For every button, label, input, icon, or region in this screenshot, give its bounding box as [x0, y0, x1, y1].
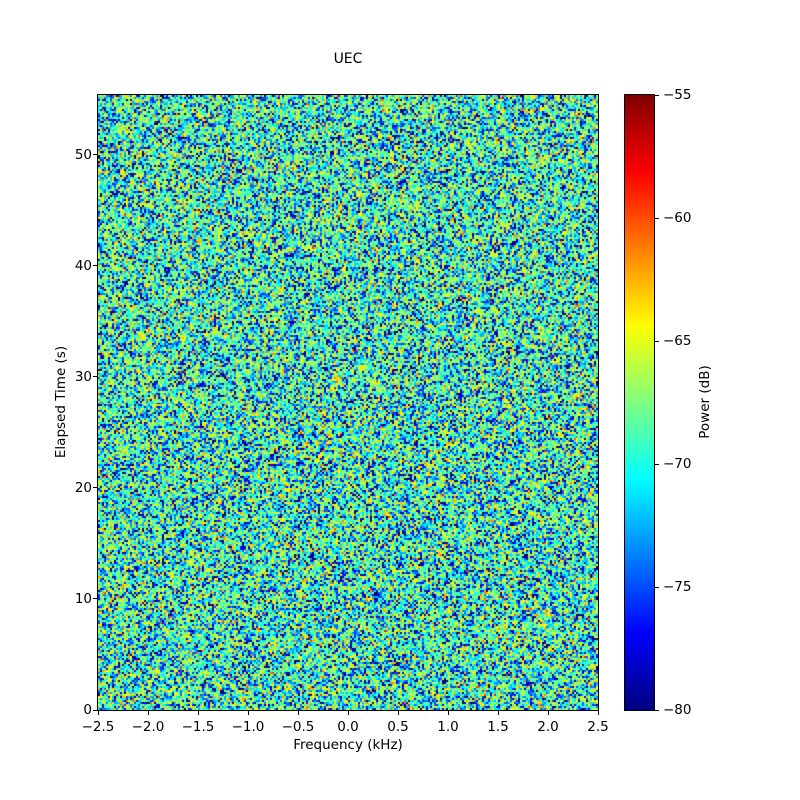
x-tick-mark — [147, 711, 149, 715]
x-tick-label: 0.0 — [337, 719, 359, 735]
x-tick-mark — [497, 711, 499, 715]
x-tick-label: 2.0 — [537, 719, 559, 735]
x-tick-mark — [547, 711, 549, 715]
y-tick-label: 20 — [74, 479, 92, 496]
y-tick-mark — [93, 709, 97, 711]
x-tick-mark — [297, 711, 299, 715]
y-tick-mark — [93, 154, 97, 156]
x-axis-label: Frequency (kHz) — [293, 737, 403, 753]
x-tick-label: −1.0 — [231, 719, 265, 735]
colorbar-tick-mark — [655, 217, 659, 219]
colorbar-tick-label: −75 — [663, 579, 692, 595]
y-tick-label: 0 — [83, 702, 92, 718]
chart-title: UEC — [333, 51, 363, 67]
x-tick-mark — [597, 711, 599, 715]
y-tick-label: 50 — [74, 146, 92, 163]
x-tick-mark — [347, 711, 349, 715]
colorbar-tick-label: −65 — [663, 333, 692, 349]
y-tick-label: 30 — [74, 368, 92, 385]
colorbar-tick-mark — [655, 463, 659, 465]
x-tick-label: −2.0 — [131, 719, 165, 735]
colorbar-tick-mark — [655, 94, 659, 96]
colorbar-tick-mark — [655, 709, 659, 711]
x-tick-mark — [447, 711, 449, 715]
x-tick-mark — [247, 711, 249, 715]
x-tick-mark — [397, 711, 399, 715]
colorbar-tick-label: −70 — [663, 456, 692, 472]
colorbar-gradient-canvas — [624, 94, 655, 711]
y-tick-mark — [93, 598, 97, 600]
x-tick-label: 0.5 — [387, 719, 409, 735]
colorbar-tick-mark — [655, 340, 659, 342]
x-tick-label: −1.5 — [181, 719, 215, 735]
colorbar-label: Power (dB) — [697, 365, 713, 439]
y-tick-label: 40 — [74, 257, 92, 274]
x-tick-label: 1.5 — [487, 719, 509, 735]
colorbar-tick-label: −60 — [663, 210, 692, 226]
colorbar-tick-label: −80 — [663, 702, 692, 718]
spectrogram-canvas — [97, 94, 599, 711]
y-tick-mark — [93, 376, 97, 378]
x-tick-mark — [197, 711, 199, 715]
x-tick-mark — [97, 711, 99, 715]
colorbar-tick-label: −55 — [663, 87, 692, 103]
y-axis-label: Elapsed Time (s) — [53, 345, 69, 459]
x-tick-label: 2.5 — [587, 719, 609, 735]
x-tick-label: 1.0 — [437, 719, 459, 735]
x-tick-label: −2.5 — [81, 719, 115, 735]
y-tick-mark — [93, 265, 97, 267]
x-tick-label: −0.5 — [281, 719, 315, 735]
colorbar-tick-mark — [655, 586, 659, 588]
y-tick-mark — [93, 487, 97, 489]
y-tick-label: 10 — [74, 590, 92, 607]
